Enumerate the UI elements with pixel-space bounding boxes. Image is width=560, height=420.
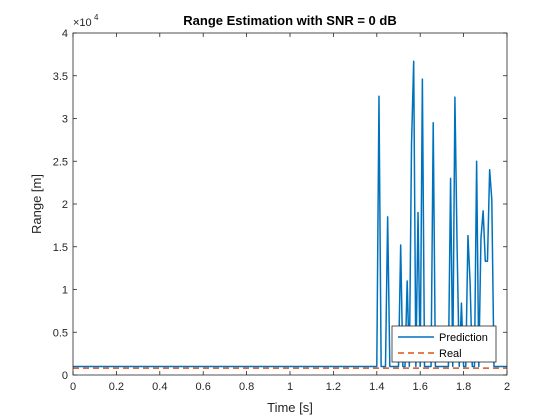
x-tick-label: 1.4: [369, 381, 384, 393]
x-tick-label: 0.4: [152, 381, 167, 393]
y-axis-ticks: 0 0.5 1 1.5 2 2.5 3 3.5 4: [53, 28, 507, 382]
x-tick-label: 0.8: [239, 381, 254, 393]
y-axis-label: Range [m]: [29, 174, 44, 234]
x-tick-label: 0.2: [109, 381, 124, 393]
y-axis-exponent-power: 4: [94, 13, 99, 22]
y-axis-exponent: ×10 4: [73, 13, 99, 29]
y-tick-label: 2: [62, 199, 68, 211]
x-tick-label: 1.6: [413, 381, 428, 393]
legend-label-real: Real: [439, 348, 462, 360]
x-tick-label: 2: [504, 381, 510, 393]
series-layer: [73, 60, 507, 369]
y-tick-label: 3.5: [53, 71, 68, 83]
y-tick-label: 3: [62, 114, 68, 126]
x-tick-label: 1.8: [456, 381, 471, 393]
x-tick-label: 0: [70, 381, 76, 393]
y-tick-label: 4: [62, 28, 68, 40]
y-tick-label: 1.5: [53, 242, 68, 254]
x-axis-label: Time [s]: [267, 400, 313, 415]
series-line-prediction: [73, 60, 507, 368]
y-tick-label: 0: [62, 370, 68, 382]
legend-box: [391, 325, 497, 363]
plot-area: [73, 33, 507, 375]
x-tick-label: 0.6: [196, 381, 211, 393]
y-tick-label: 0.5: [53, 327, 68, 339]
chart-title: Range Estimation with SNR = 0 dB: [183, 13, 396, 28]
y-axis-exponent-base: ×10: [73, 17, 92, 29]
x-tick-label: 1.2: [326, 381, 341, 393]
legend: Prediction Real: [391, 325, 497, 363]
legend-label-prediction: Prediction: [439, 332, 488, 344]
y-tick-label: 1: [62, 285, 68, 297]
y-tick-label: 2.5: [53, 156, 68, 168]
x-tick-label: 1: [287, 381, 293, 393]
x-axis-ticks: 0 0.2 0.4 0.6 0.8 1 1.2 1.4 1.6 1.8 2: [70, 33, 510, 393]
